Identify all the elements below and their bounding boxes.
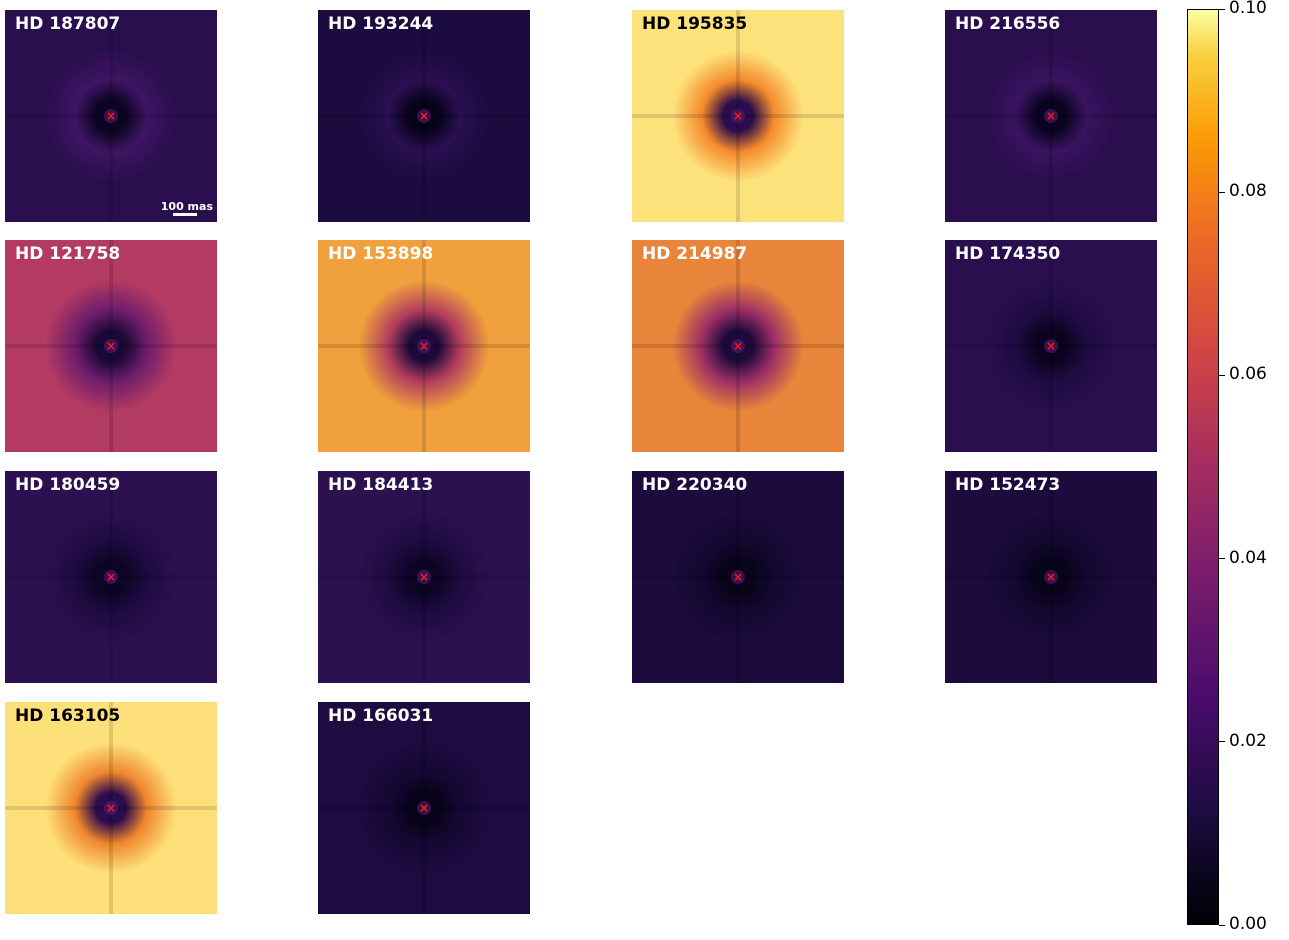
residual-image: × [945, 471, 1157, 683]
central-speckle [104, 570, 118, 584]
star-position-marker: × [106, 570, 116, 584]
image-panel: × HD 193244 [318, 10, 530, 222]
panel-label: HD 214987 [642, 244, 748, 264]
residual-image: × [318, 702, 530, 914]
colorbar-tick-label: 0.02 [1229, 730, 1267, 751]
central-speckle [731, 339, 745, 353]
panel-label: HD 166031 [328, 706, 434, 726]
central-speckle [417, 109, 431, 123]
star-position-marker: × [733, 339, 743, 353]
residual-image: × [5, 240, 217, 452]
residual-image: × [945, 240, 1157, 452]
residual-image: × [5, 10, 217, 222]
central-speckle [104, 109, 118, 123]
panel-label: HD 184413 [328, 475, 434, 495]
central-speckle [731, 109, 745, 123]
colorbar-tick [1219, 191, 1225, 193]
colorbar-tick-label: 0.06 [1229, 364, 1267, 385]
image-panel: × HD 153898 [318, 240, 530, 452]
panel-label: HD 180459 [15, 475, 121, 495]
panel-label: HD 216556 [955, 14, 1061, 34]
star-position-marker: × [1046, 109, 1056, 123]
panel-label: HD 187807 [15, 14, 121, 34]
central-speckle [1044, 109, 1058, 123]
panel-label: HD 220340 [642, 475, 748, 495]
colorbar-tick [1219, 741, 1225, 743]
residual-image: × [318, 240, 530, 452]
star-position-marker: × [1046, 570, 1056, 584]
scale-bar: 100 mas [153, 200, 213, 216]
star-position-marker: × [733, 570, 743, 584]
scale-bar-label: 100 mas [160, 200, 213, 213]
residual-image: × [632, 10, 844, 222]
residual-image: × [318, 10, 530, 222]
star-position-marker: × [419, 109, 429, 123]
panel-label: HD 174350 [955, 244, 1061, 264]
image-panel: × HD 195835 [632, 10, 844, 222]
central-speckle [417, 570, 431, 584]
image-panel: × HD 187807 100 mas [5, 10, 217, 222]
residual-image: × [5, 471, 217, 683]
image-panel: × HD 121758 [5, 240, 217, 452]
star-position-marker: × [106, 801, 116, 815]
central-speckle [1044, 570, 1058, 584]
panel-label: HD 163105 [15, 706, 121, 726]
colorbar-tick-label: 0.04 [1229, 547, 1267, 568]
residual-image: × [945, 10, 1157, 222]
residual-image: × [632, 240, 844, 452]
image-panel: × HD 174350 [945, 240, 1157, 452]
star-position-marker: × [419, 339, 429, 353]
panel-label: HD 152473 [955, 475, 1061, 495]
central-speckle [731, 570, 745, 584]
star-position-marker: × [419, 570, 429, 584]
star-position-marker: × [419, 801, 429, 815]
central-speckle [1044, 339, 1058, 353]
colorbar [1187, 9, 1219, 925]
star-position-marker: × [106, 339, 116, 353]
panel-label: HD 193244 [328, 14, 434, 34]
colorbar-tick-label: 0.08 [1229, 181, 1267, 202]
residual-image: × [632, 471, 844, 683]
residual-image: × [5, 702, 217, 914]
image-panel: × HD 163105 [5, 702, 217, 914]
colorbar-tick [1219, 924, 1225, 926]
panel-label: HD 195835 [642, 14, 748, 34]
colorbar-tick-label: 0.10 [1229, 0, 1267, 18]
panel-label: HD 121758 [15, 244, 121, 264]
image-panel: × HD 152473 [945, 471, 1157, 683]
panel-label: HD 153898 [328, 244, 434, 264]
star-position-marker: × [1046, 339, 1056, 353]
central-speckle [104, 801, 118, 815]
image-panel: × HD 216556 [945, 10, 1157, 222]
central-speckle [417, 801, 431, 815]
residual-image: × [318, 471, 530, 683]
colorbar-tick-label: 0.00 [1229, 914, 1267, 934]
colorbar-tick [1219, 8, 1225, 10]
central-speckle [104, 339, 118, 353]
image-panel: × HD 166031 [318, 702, 530, 914]
image-panel: × HD 180459 [5, 471, 217, 683]
image-panel: × HD 220340 [632, 471, 844, 683]
central-speckle [417, 339, 431, 353]
colorbar-tick [1219, 374, 1225, 376]
image-panel: × HD 184413 [318, 471, 530, 683]
colorbar-tick [1219, 558, 1225, 560]
star-position-marker: × [733, 109, 743, 123]
scale-bar-line [173, 213, 197, 216]
image-panel: × HD 214987 [632, 240, 844, 452]
star-position-marker: × [106, 109, 116, 123]
